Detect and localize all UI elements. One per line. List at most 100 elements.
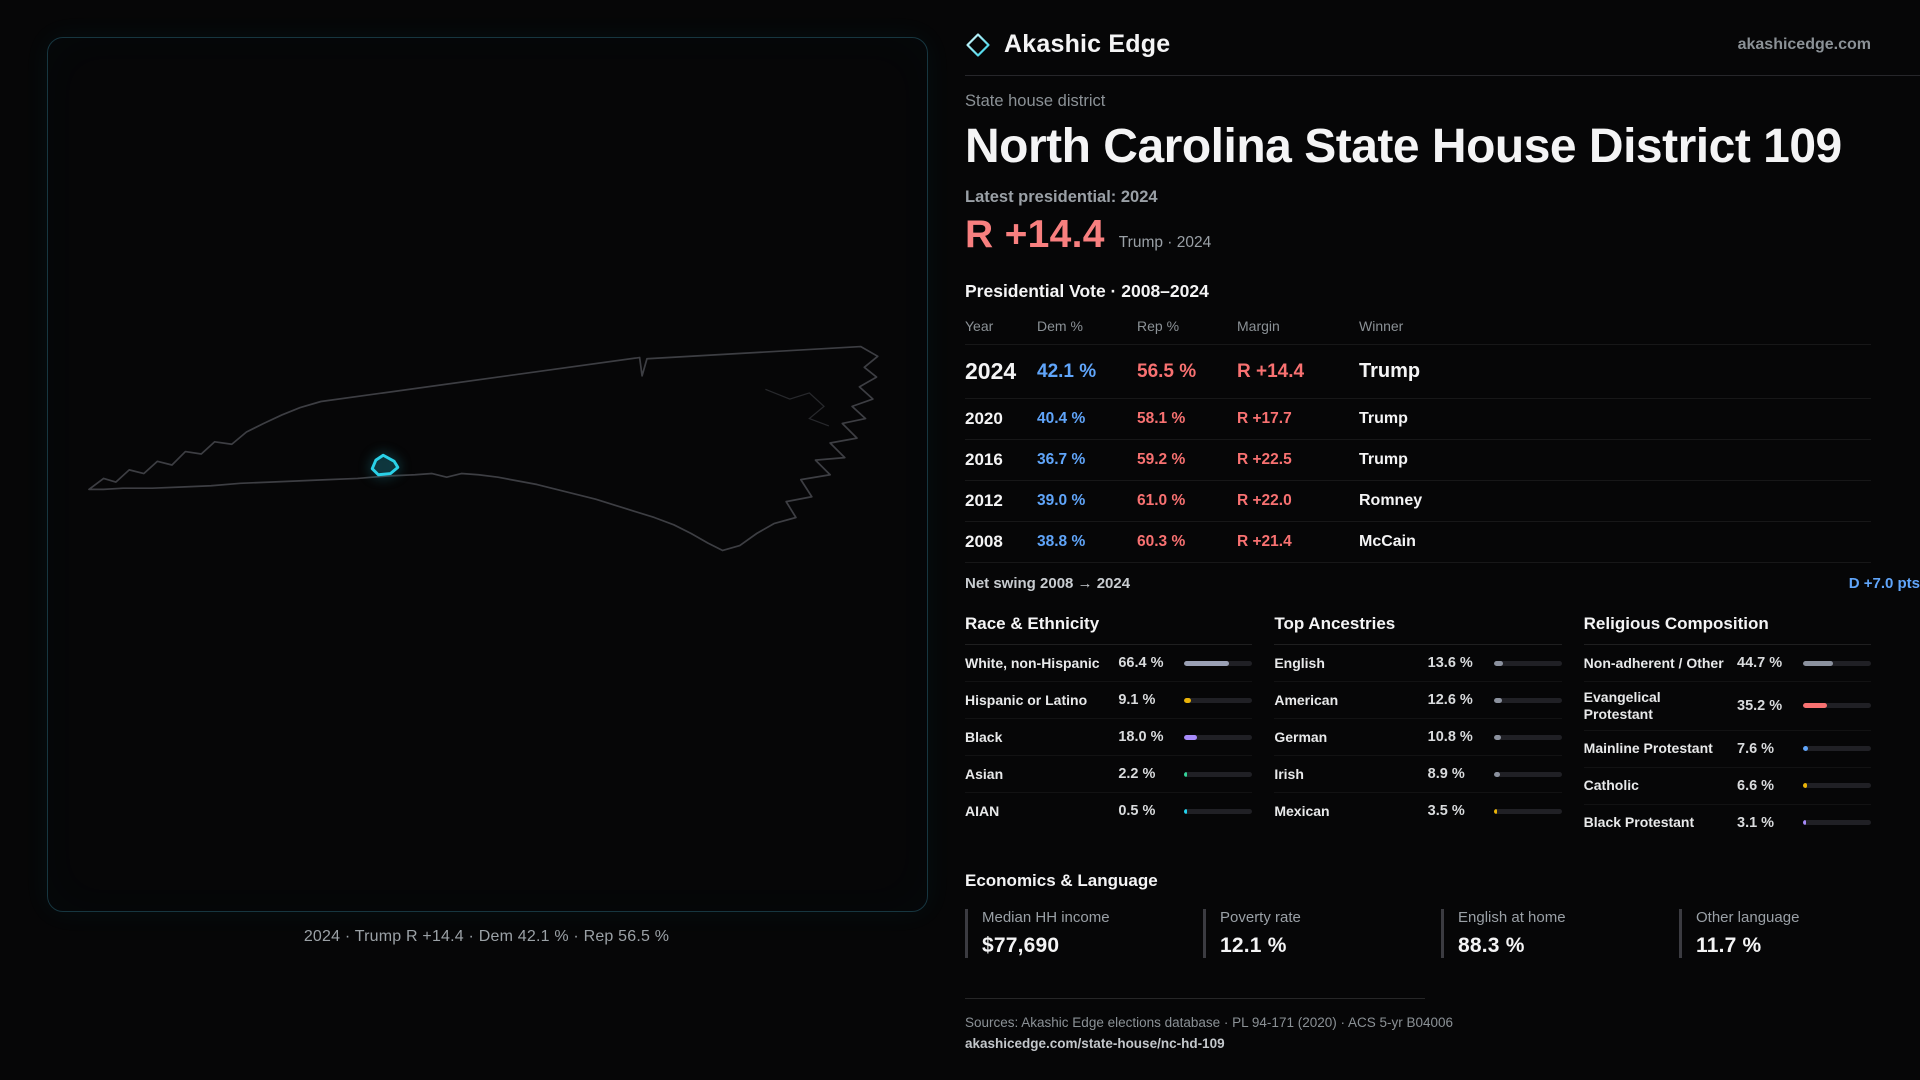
stat-value: 12.1 % <box>1220 933 1287 957</box>
demo-value: 8.9 % <box>1427 766 1465 782</box>
demo-bar-fill <box>1184 697 1191 703</box>
vote-row-2008: 2008 38.8 % 60.3 % R +21.4 McCain <box>965 522 1871 563</box>
demo-bar <box>1184 771 1253 777</box>
district-109-shape <box>370 453 400 477</box>
net-swing-label: Net swing 2008 → 2024 <box>965 575 1131 592</box>
site-link[interactable]: akashicedge.com <box>1737 35 1871 53</box>
sources-divider <box>965 997 1425 999</box>
demo-bar <box>1184 660 1253 666</box>
demo-value: 0.5 % <box>1118 803 1156 819</box>
demo-bar <box>1493 734 1562 740</box>
demo-row: Irish 8.9 % <box>1274 756 1562 793</box>
stat-label: Poverty rate <box>1220 908 1301 926</box>
stat-value: $77,690 <box>982 933 1060 957</box>
demo-label: Catholic <box>1583 777 1639 794</box>
economics-title: Economics & Language <box>965 870 1158 890</box>
vote-dem-pct: 42.1 % <box>1037 360 1097 382</box>
demo-bar <box>1493 771 1562 777</box>
col-header-winner: Winner <box>1359 318 1404 334</box>
demo-row: German 10.8 % <box>1274 719 1562 756</box>
demo-label: German <box>1274 728 1328 745</box>
demo-label: Hispanic or Latino <box>965 691 1088 708</box>
top-ancestries-title: Top Ancestries <box>1274 614 1562 645</box>
demo-row: American 12.6 % <box>1274 682 1562 719</box>
diamond-logo-icon <box>966 32 990 57</box>
demo-label: White, non-Hispanic <box>965 654 1100 671</box>
demo-bar-fill <box>1493 697 1503 703</box>
brand: Akashic Edge <box>965 30 1170 59</box>
demo-label: Black Protestant <box>1583 814 1695 831</box>
vote-year: 2016 <box>965 450 1003 469</box>
headline-margin: R +14.4 Trump · 2024 <box>965 213 1920 257</box>
vote-winner: Trump <box>1359 360 1421 382</box>
religious-composition-title: Religious Composition <box>1583 614 1871 645</box>
col-header-year: Year <box>965 318 994 334</box>
sources-text: Sources: Akashic Edge elections database… <box>965 1014 1454 1030</box>
demo-label: Asian <box>965 765 1004 782</box>
brand-name: Akashic Edge <box>1004 30 1171 58</box>
latest-presidential-label: Latest presidential: 2024 <box>965 188 1158 206</box>
demo-label: Evangelical Protestant <box>1583 689 1661 722</box>
stat-label: Median HH income <box>982 908 1110 926</box>
map-caption: 2024 · Trump R +14.4 · Dem 42.1 % · Rep … <box>303 928 670 945</box>
demo-row: Mainline Protestant 7.6 % <box>1583 731 1871 768</box>
demo-value: 2.2 % <box>1118 766 1156 782</box>
demo-label: Irish <box>1274 765 1304 782</box>
demo-row: Black 18.0 % <box>965 719 1253 756</box>
demo-value: 12.6 % <box>1427 692 1473 708</box>
demo-bar-fill <box>1184 660 1230 666</box>
stat-value: 88.3 % <box>1458 933 1525 957</box>
demo-row: Catholic 6.6 % <box>1583 768 1871 805</box>
demo-bar <box>1493 697 1562 703</box>
demo-value: 9.1 % <box>1118 692 1156 708</box>
demo-row: AIAN 0.5 % <box>965 793 1253 829</box>
demo-row: English 13.6 % <box>1274 645 1562 682</box>
vote-year: 2024 <box>965 358 1017 384</box>
race-ethnicity-column: Race & Ethnicity White, non-Hispanic 66.… <box>965 614 1253 841</box>
vote-winner: Trump <box>1359 451 1408 468</box>
demo-row: Evangelical Protestant 35.2 % <box>1583 682 1871 731</box>
demo-value: 66.4 % <box>1118 655 1164 671</box>
info-panel: Akashic Edge akashicedge.com State house… <box>965 0 1920 1080</box>
demo-bar-fill <box>1803 746 1809 752</box>
demo-row: Asian 2.2 % <box>965 756 1253 793</box>
demo-bar <box>1803 820 1871 826</box>
vote-rep-pct: 56.5 % <box>1137 360 1197 382</box>
demo-bar-fill <box>1803 783 1808 789</box>
demo-bar <box>1493 808 1562 814</box>
headline-margin-value: R +14.4 <box>965 213 1105 256</box>
demo-value: 44.7 % <box>1737 655 1783 671</box>
demo-bar-fill <box>1493 808 1497 814</box>
page-title: North Carolina State House District 109 <box>965 120 1842 173</box>
demo-label: Mainline Protestant <box>1583 740 1713 757</box>
vote-margin: R +22.5 <box>1237 451 1292 468</box>
vote-margin: R +14.4 <box>1237 360 1305 382</box>
stat-other-language: Other language 11.7 % <box>1679 908 1871 958</box>
demo-label: AIAN <box>965 802 1000 819</box>
demo-row: Mexican 3.5 % <box>1274 793 1562 829</box>
vote-margin: R +21.4 <box>1237 533 1292 550</box>
vote-row-2024: 2024 42.1 % 56.5 % R +14.4 Trump <box>965 345 1871 399</box>
vote-table-title: Presidential Vote · 2008–2024 <box>965 281 1209 301</box>
col-header-rep: Rep % <box>1137 318 1180 334</box>
demo-bar-fill <box>1493 660 1503 666</box>
demo-bar-fill <box>1803 820 1806 826</box>
demo-value: 6.6 % <box>1737 777 1775 794</box>
nc-state-outline <box>88 345 879 552</box>
vote-winner: Trump <box>1359 410 1408 427</box>
demo-label: English <box>1274 654 1325 671</box>
demo-bar <box>1803 783 1871 789</box>
demo-label: Mexican <box>1274 802 1330 819</box>
demo-value: 18.0 % <box>1118 729 1164 745</box>
demo-row: Black Protestant 3.1 % <box>1584 805 1871 841</box>
stat-median-hh-income: Median HH income $77,690 <box>965 908 1157 958</box>
vote-rep-pct: 58.1 % <box>1137 410 1186 427</box>
demo-label: Non-adherent / Other <box>1583 654 1724 671</box>
demo-bar <box>1493 660 1562 666</box>
demo-value: 3.5 % <box>1427 803 1465 819</box>
vote-rep-pct: 60.3 % <box>1137 533 1186 550</box>
vote-year: 2020 <box>965 409 1003 428</box>
col-header-dem: Dem % <box>1037 318 1083 334</box>
col-header-margin: Margin <box>1237 318 1280 334</box>
permalink[interactable]: akashicedge.com/state-house/nc-hd-109 <box>965 1035 1225 1051</box>
